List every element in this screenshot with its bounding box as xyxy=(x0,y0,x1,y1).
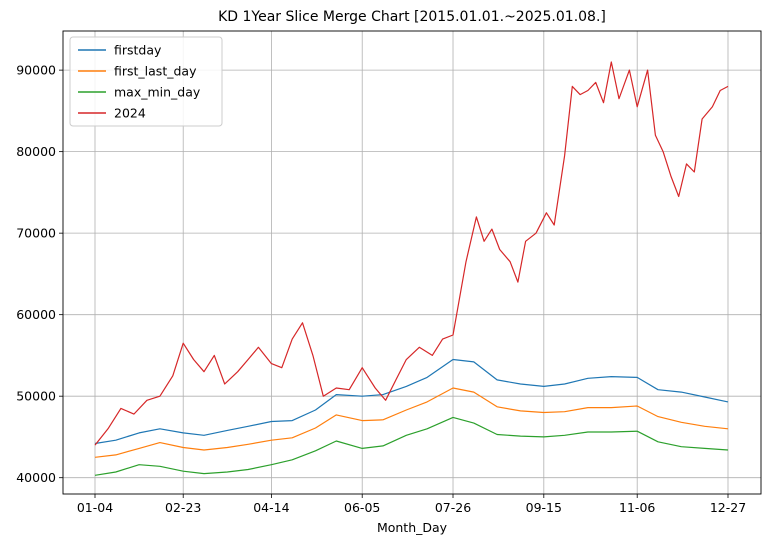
y-tick-label: 60000 xyxy=(16,307,56,322)
legend-label: firstday xyxy=(114,43,162,58)
legend-label: 2024 xyxy=(114,106,146,121)
legend-box xyxy=(69,36,223,127)
x-tick-label: 04-14 xyxy=(253,500,289,515)
axis-ticks: 01-04 02-23 04-14 06-05 07-26 09-15 11-06 12-27… xyxy=(16,63,746,515)
x-tick-label: 02-23 xyxy=(165,500,201,515)
series-line-2024 xyxy=(94,61,729,446)
y-tick-label: 80000 xyxy=(16,144,56,159)
y-tick-label: 70000 xyxy=(16,226,56,241)
series-line-max-min-day xyxy=(94,416,729,476)
x-axis-title: Month_Day xyxy=(377,520,448,535)
x-tick-label: 09-15 xyxy=(526,500,562,515)
x-tick-label: 12-27 xyxy=(710,500,746,515)
legend: firstday first_last_day max_min_day 2024 xyxy=(69,36,223,127)
y-tick-label: 40000 xyxy=(16,470,56,485)
x-tick-label: 01-04 xyxy=(77,500,113,515)
x-tick-label: 07-26 xyxy=(435,500,471,515)
grid-lines xyxy=(63,31,761,494)
series-line-first-last-day xyxy=(94,387,729,458)
y-tick-label: 50000 xyxy=(16,389,56,404)
chart-title: KD 1Year Slice Merge Chart [2015.01.01.~… xyxy=(218,9,606,25)
series-line-firstday xyxy=(94,358,729,445)
x-tick-label: 11-06 xyxy=(619,500,655,515)
plot-area-frame xyxy=(62,30,762,495)
legend-label: max_min_day xyxy=(114,85,201,100)
series-lines xyxy=(94,61,729,476)
x-tick-label: 06-05 xyxy=(344,500,380,515)
y-tick-label: 90000 xyxy=(16,63,56,78)
legend-label: first_last_day xyxy=(114,64,197,79)
